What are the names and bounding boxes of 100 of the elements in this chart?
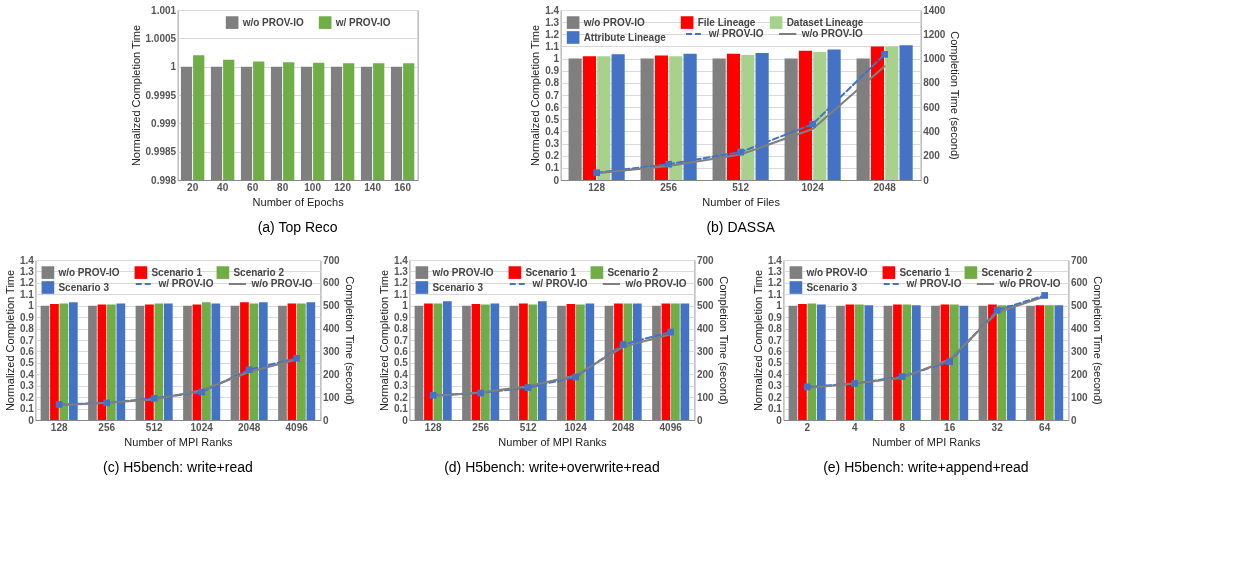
- point: [477, 389, 485, 397]
- y-tick-label: 0.3: [768, 380, 783, 392]
- y-axis-title: Normalized Completion Time: [752, 269, 765, 412]
- y-tick-label: 0.5: [394, 357, 409, 369]
- y2-tick-label: 1000: [923, 53, 946, 65]
- y2-axis-title: Completion Time (second): [343, 276, 356, 405]
- x-tick-label: 1024: [190, 421, 214, 433]
- y-tick-label: 1.4: [545, 4, 560, 16]
- x-tick-label: 128: [424, 421, 442, 433]
- bar: [798, 50, 813, 180]
- legend-label: Scenario 2: [981, 266, 1033, 278]
- y-tick-label: 0: [776, 414, 783, 426]
- y-tick-label: 0.8: [545, 77, 560, 89]
- y2-tick-label: 300: [696, 345, 715, 357]
- y2-tick-label: 0: [923, 174, 930, 186]
- point: [881, 50, 888, 58]
- y-tick-label: 1: [170, 61, 177, 73]
- y2-tick-label: 700: [1070, 254, 1089, 266]
- x-tick-label: 120: [334, 181, 352, 193]
- bar: [669, 56, 683, 180]
- point: [665, 160, 672, 168]
- x-tick-label: 256: [660, 181, 678, 193]
- x-tick-label: 512: [732, 181, 750, 193]
- x-tick-label: 256: [98, 421, 116, 433]
- point: [946, 358, 954, 366]
- y-tick-label: 1.2: [20, 277, 35, 289]
- bar: [741, 54, 755, 180]
- y2-tick-label: 400: [923, 125, 941, 137]
- legend-label: Scenario 2: [607, 266, 659, 278]
- text: (c) H5bench: write+read: [103, 459, 253, 475]
- x-tick-label: 60: [247, 181, 259, 193]
- legend-label: w/o PROV-IO: [241, 16, 304, 28]
- y2-tick-label: 700: [696, 254, 715, 266]
- legend-label: w/o PROV-IO: [431, 266, 494, 278]
- legend-label: w/o PROV-IO: [805, 266, 868, 278]
- y-tick-label: 0.2: [20, 391, 35, 403]
- y2-tick-label: 600: [696, 277, 715, 289]
- x-axis-title: Number of MPI Ranks: [124, 435, 234, 448]
- legend-label: w/o PROV-IO: [800, 28, 863, 39]
- x-tick-label: 2: [804, 421, 811, 433]
- y-tick-label: 0.6: [394, 345, 409, 357]
- y-tick-label: 0.7: [20, 334, 35, 346]
- y2-tick-label: 300: [322, 345, 341, 357]
- y-tick-label: 0: [553, 174, 560, 186]
- x-tick-label: 100: [304, 181, 322, 193]
- legend-label: Dataset Lineage: [786, 16, 864, 28]
- y-tick-label: 1.3: [545, 16, 560, 28]
- x-tick-label: 2048: [238, 421, 261, 433]
- point: [737, 148, 744, 156]
- bar: [582, 56, 597, 180]
- y-tick-label: 0.7: [394, 334, 409, 346]
- x-tick-label: 512: [519, 421, 537, 433]
- x-tick-label: 256: [472, 421, 490, 433]
- y-tick-label: 1.0005: [145, 32, 177, 44]
- y2-tick-label: 0: [696, 414, 703, 426]
- legend-label: w/o PROV-IO: [998, 278, 1061, 289]
- y-tick-label: 1.3: [394, 265, 409, 277]
- x-tick-label: 1024: [564, 421, 588, 433]
- point: [429, 391, 437, 399]
- y-tick-label: 1.2: [394, 277, 409, 289]
- text: (b) DASSA: [706, 219, 776, 235]
- y-tick-label: 1: [776, 300, 783, 312]
- bar: [870, 46, 885, 180]
- x-tick-label: 32: [991, 421, 1004, 433]
- x-tick-label: 16: [944, 421, 956, 433]
- y-tick-label: 1: [402, 300, 409, 312]
- y2-tick-label: 200: [1070, 368, 1089, 380]
- y-tick-label: 0.9995: [145, 89, 177, 101]
- y-tick-label: 1.1: [20, 288, 35, 300]
- y-tick-label: 1.1: [545, 40, 560, 52]
- y-axis-title: Normalized Completion Time: [129, 24, 142, 167]
- y-tick-label: 1.3: [768, 265, 783, 277]
- y-tick-label: 0.6: [768, 345, 783, 357]
- y-tick-label: 0.9: [20, 311, 35, 323]
- y-tick-label: 0.6: [545, 101, 560, 113]
- point: [55, 401, 63, 408]
- point: [593, 169, 600, 177]
- x-tick-label: 4096: [659, 421, 683, 433]
- legend-label: w/ PROV-IO: [157, 278, 214, 289]
- y-tick-label: 1.2: [768, 277, 783, 289]
- y2-tick-label: 400: [322, 323, 341, 335]
- y-tick-label: 0.9985: [145, 146, 177, 158]
- y-tick-label: 0.5: [768, 357, 783, 369]
- y-tick-label: 0.7: [768, 334, 783, 346]
- y-tick-label: 0.8: [394, 323, 409, 335]
- y-tick-label: 1: [28, 300, 35, 312]
- y-tick-label: 0.3: [545, 138, 560, 150]
- y-tick-label: 0.998: [151, 174, 177, 186]
- bar: [654, 55, 669, 180]
- legend-label: Attribute Lineage: [583, 31, 667, 43]
- y-tick-label: 1.4: [768, 254, 783, 266]
- legend-label: w/o PROV-IO: [582, 16, 645, 28]
- x-tick-label: 2048: [612, 421, 635, 433]
- bar: [899, 45, 913, 180]
- y2-tick-label: 500: [1070, 300, 1089, 312]
- x-tick-label: 8: [899, 421, 906, 433]
- y2-tick-label: 100: [1070, 391, 1089, 403]
- y-tick-label: 0: [402, 414, 409, 426]
- point: [198, 388, 206, 396]
- y2-tick-label: 1200: [923, 28, 946, 40]
